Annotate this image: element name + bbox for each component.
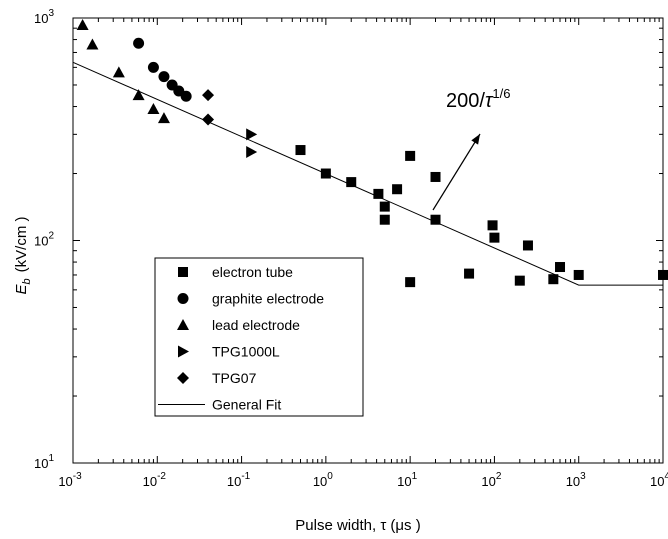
electron-tube-point	[548, 274, 559, 285]
y-tick-label: 102	[34, 231, 54, 249]
fit-annotation-symbol: τ	[485, 90, 494, 112]
general-fit-line-group	[72, 61, 663, 286]
lead-electrode-point	[147, 102, 160, 114]
lead-electrode-point	[86, 38, 99, 50]
legend-label-lead-electrode: lead electrode	[212, 317, 300, 333]
x-tick-base: 10	[227, 474, 241, 489]
x-tick-exponent: -1	[241, 471, 250, 482]
legend: electron tube graphite electrode lead elec…	[154, 257, 364, 417]
x-axis-title: Pulse width, τ (μs )	[295, 517, 420, 534]
y-axis-title-text: Eb (kV/cm )	[13, 217, 33, 295]
y-axis-unit: (kV/cm )	[13, 217, 30, 273]
y-tick-base: 10	[34, 11, 48, 26]
x-tick-label: 101	[397, 471, 417, 489]
electron-tube-point	[522, 240, 533, 251]
y-tick-label: 101	[34, 453, 54, 471]
legend-label-graphite-electrode: graphite electrode	[212, 291, 324, 307]
x-tick-base: 10	[566, 474, 580, 489]
electron-tube-point	[464, 268, 475, 279]
x-tick-label: 10-2	[143, 471, 167, 489]
fit-annotation: 200/τ1/6	[432, 86, 511, 211]
graphite-electrode-point	[147, 61, 159, 73]
electron-tube-point	[430, 171, 441, 182]
legend-label-tpg07: TPG07	[212, 370, 257, 386]
x-tick-base: 10	[58, 474, 72, 489]
tpg07-point	[202, 89, 215, 102]
legend-box	[154, 257, 364, 417]
x-tick-label: 100	[313, 471, 333, 489]
tpg1000l-point	[246, 128, 258, 141]
x-tick-exponent: 4	[664, 471, 668, 482]
x-tick-exponent: 1	[412, 471, 418, 482]
electron-tube-point	[555, 262, 566, 273]
legend-swatch-tpg1000l	[178, 345, 189, 358]
legend-label-general-fit: General Fit	[212, 397, 281, 413]
electron-tube-point	[379, 214, 390, 225]
electron-tube-point	[573, 269, 584, 280]
lead-electrode-point	[157, 112, 170, 124]
electron-tube-point	[405, 150, 416, 161]
legend-label-electron-tube: electron tube	[212, 264, 293, 280]
y-axis-title: Eb (kV/cm )	[13, 217, 33, 295]
x-tick-label: 10-3	[58, 471, 82, 489]
tpg1000l-point	[246, 145, 258, 158]
legend-swatch-tpg07	[177, 372, 189, 384]
x-tick-label: 10-1	[227, 471, 251, 489]
y-tick-base: 10	[34, 456, 48, 471]
annotation-arrow-head	[471, 134, 480, 145]
x-tick-base: 10	[481, 474, 495, 489]
legend-swatch-lead-electrode	[177, 319, 189, 330]
electron-tube-point	[379, 201, 390, 212]
x-tick-label: 104	[650, 471, 668, 489]
graphite-electrode-point	[180, 90, 192, 102]
x-tick-label: 103	[566, 471, 586, 489]
y-tick-exponent: 2	[48, 231, 54, 242]
legend-swatch-electron-tube	[178, 267, 188, 277]
electron-tube-point	[346, 177, 357, 188]
y-tick-label: 103	[34, 8, 54, 26]
x-tick-base: 10	[397, 474, 411, 489]
electron-tube-point	[392, 184, 403, 195]
x-tick-label: 102	[481, 471, 501, 489]
y-tick-exponent: 3	[48, 8, 54, 19]
graphite-electrode-point	[158, 71, 170, 83]
electron-tube-point	[487, 220, 498, 231]
general-fit-line	[72, 61, 663, 286]
electron-tube-point	[405, 277, 416, 288]
electron-tube-point	[489, 232, 500, 243]
lead-electrode-point	[112, 66, 125, 78]
electron-tube-point	[514, 275, 525, 286]
legend-label-tpg1000l: TPG1000L	[212, 344, 280, 360]
x-axis-ticks: 10-3 10-2 10-1 100 101 102 103 104	[58, 18, 668, 489]
y-axis-symbol: E	[13, 283, 30, 294]
x-tick-exponent: -2	[157, 471, 166, 482]
x-tick-base: 10	[313, 474, 327, 489]
lead-electrode-point	[76, 19, 89, 31]
electron-tube-point	[430, 214, 441, 225]
fit-annotation-text: 200/τ1/6	[446, 86, 511, 112]
y-axis-subscript: b	[21, 278, 33, 284]
legend-swatch-graphite-electrode	[177, 293, 189, 304]
lead-electrode-point	[132, 89, 145, 101]
x-tick-exponent: 3	[580, 471, 586, 482]
electron-tube-point	[320, 168, 331, 179]
fit-annotation-main: 200/	[446, 90, 485, 112]
y-tick-exponent: 1	[48, 453, 54, 464]
y-tick-base: 10	[34, 234, 48, 249]
x-tick-exponent: 2	[496, 471, 502, 482]
electron-tube-point	[295, 145, 306, 156]
electron-tube-point	[373, 188, 384, 199]
x-tick-base: 10	[650, 474, 664, 489]
data-markers	[76, 19, 668, 288]
annotation-arrow-line	[432, 133, 481, 211]
x-tick-exponent: 0	[327, 471, 333, 482]
fit-annotation-exponent: 1/6	[492, 86, 510, 101]
x-tick-base: 10	[143, 474, 157, 489]
x-tick-exponent: -3	[73, 471, 82, 482]
tpg07-point	[202, 113, 215, 126]
graphite-electrode-point	[133, 37, 145, 49]
electron-tube-point	[658, 269, 668, 280]
